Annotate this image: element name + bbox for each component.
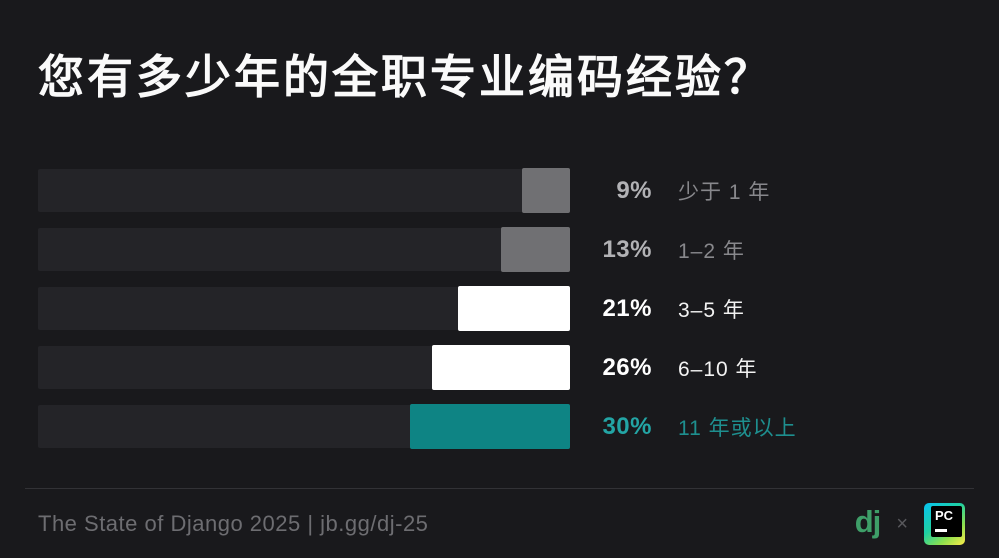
pycharm-logo-text: PC xyxy=(935,508,954,523)
bar-fill xyxy=(500,227,570,272)
bar-value: 21% xyxy=(602,294,652,322)
pycharm-underscore-icon xyxy=(935,529,947,532)
footer-source: The State of Django 2025 | jb.gg/dj-25 xyxy=(38,511,429,536)
chart-title: 您有多少年的全职专业编码经验？ xyxy=(38,51,773,103)
bar-track xyxy=(38,168,570,213)
footer-logos: dj × PC xyxy=(855,500,965,548)
bar-value: 13% xyxy=(602,235,652,263)
bar-fill xyxy=(431,345,570,390)
bar-label: 11 年或以上 xyxy=(678,416,797,440)
bar-row: 13% 1–2 年 xyxy=(38,227,979,272)
bar-row: 9% 少于 1 年 xyxy=(38,168,979,213)
bar-fill xyxy=(410,404,570,449)
bar-label: 3–5 年 xyxy=(678,298,745,322)
bar-value: 26% xyxy=(602,353,652,381)
bar-track xyxy=(38,286,570,331)
bar-label: 少于 1 年 xyxy=(678,180,771,204)
footer-divider xyxy=(25,488,974,489)
bar-track xyxy=(38,227,570,272)
pycharm-logo-inner-square: PC xyxy=(931,506,962,537)
bar-track xyxy=(38,404,570,449)
bar-chart: 9% 少于 1 年 13% 1–2 年 21% 3–5 年 26% 6–10 年 xyxy=(38,168,979,464)
bar-fill xyxy=(458,286,570,331)
bar-fill xyxy=(522,168,570,213)
bar-track xyxy=(38,345,570,390)
bar-label: 6–10 年 xyxy=(678,357,758,381)
bar-row: 30% 11 年或以上 xyxy=(38,404,979,449)
bar-value: 9% xyxy=(616,176,652,204)
multiply-icon: × xyxy=(896,513,908,535)
pycharm-logo-icon: PC xyxy=(924,503,965,545)
django-logo: dj xyxy=(854,503,882,539)
bar-label: 1–2 年 xyxy=(678,239,745,263)
bar-row: 26% 6–10 年 xyxy=(38,345,979,390)
bar-row: 21% 3–5 年 xyxy=(38,286,979,331)
bar-value: 30% xyxy=(602,412,652,440)
